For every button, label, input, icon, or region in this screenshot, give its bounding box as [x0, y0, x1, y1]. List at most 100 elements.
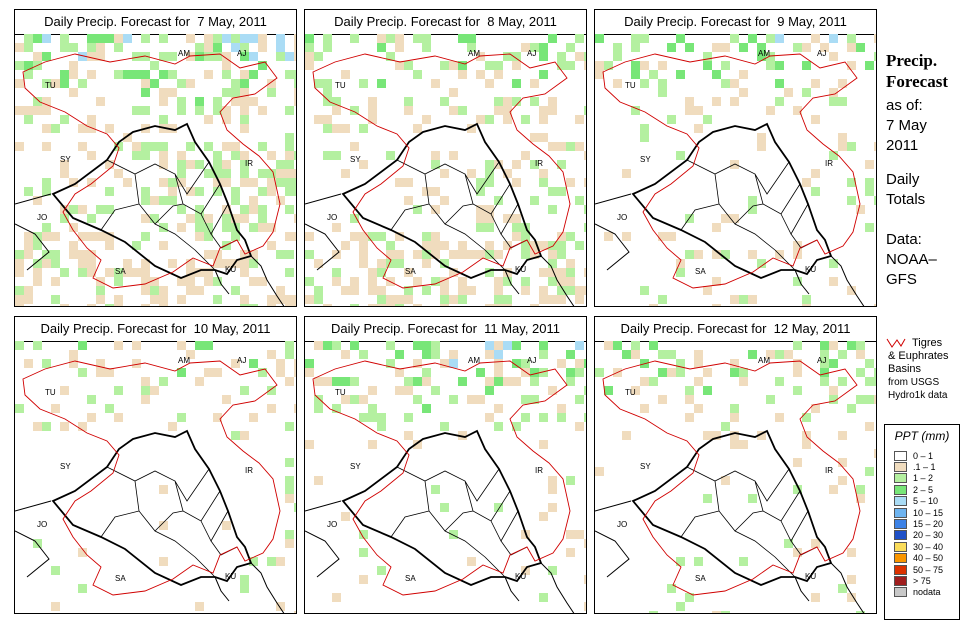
precip-cell — [757, 142, 766, 151]
precip-cell — [177, 205, 186, 214]
data-source-line: NOAA– — [886, 251, 937, 268]
precip-cell — [114, 142, 123, 151]
precip-cell — [766, 61, 775, 70]
precip-cell — [865, 178, 874, 187]
precip-cell — [404, 268, 413, 277]
precip-cell — [240, 97, 249, 106]
precip-cell — [874, 34, 876, 43]
precip-cell — [685, 250, 694, 259]
precip-cell — [123, 268, 132, 277]
precip-cell — [24, 43, 33, 52]
precip-cell — [222, 142, 231, 151]
precip-cell — [204, 250, 213, 259]
precip-cell — [865, 359, 874, 368]
precip-cell — [87, 250, 96, 259]
precip-cell — [213, 106, 222, 115]
precip-cell — [33, 422, 42, 431]
precip-cell — [584, 61, 586, 70]
precip-cell — [69, 241, 78, 250]
precip-cell — [213, 178, 222, 187]
precip-cell — [703, 286, 712, 295]
country-label: IR — [825, 466, 833, 475]
precip-cell — [485, 79, 494, 88]
precip-cell — [132, 142, 141, 151]
precip-cell — [539, 341, 548, 350]
country-label: AJ — [237, 49, 246, 58]
precip-cell — [249, 557, 258, 566]
precip-cell — [204, 52, 213, 61]
precip-cell — [186, 34, 195, 43]
precip-cell — [24, 232, 33, 241]
legend-item: 0 – 1 — [894, 450, 943, 461]
precip-cell — [24, 34, 33, 43]
precip-cell — [865, 467, 874, 476]
legend-label: 10 – 15 — [913, 507, 944, 518]
precip-cell — [530, 160, 539, 169]
precip-cell — [51, 232, 60, 241]
panel-title: Daily Precip. Forecast for 9 May, 2011 — [595, 10, 876, 35]
precip-cell — [213, 169, 222, 178]
precip-cell — [350, 304, 359, 306]
legend-item: 5 – 10 — [894, 496, 943, 507]
precip-cell — [305, 52, 314, 61]
precip-cell — [177, 97, 186, 106]
precip-cell — [359, 413, 368, 422]
precip-cell — [42, 124, 51, 133]
precip-cell — [305, 277, 314, 286]
precip-cell — [386, 359, 395, 368]
precip-cell — [267, 178, 276, 187]
precip-cell — [359, 530, 368, 539]
precip-cell — [548, 106, 557, 115]
precip-cell — [739, 88, 748, 97]
precip-cell — [141, 151, 150, 160]
precip-cell — [69, 88, 78, 97]
precip-cell — [557, 413, 566, 422]
precip-cell — [676, 34, 685, 43]
precip-cell — [566, 178, 575, 187]
basin-note-line: & Euphrates — [888, 350, 949, 362]
precip-cell — [422, 115, 431, 124]
country-label: KU — [805, 572, 816, 581]
precip-cell — [521, 359, 530, 368]
precip-cell — [350, 286, 359, 295]
precip-cell — [640, 34, 649, 43]
precip-cell — [575, 341, 584, 350]
precip-map: AM AJ TU SY IR JO SA KU — [595, 34, 876, 306]
precip-cell — [159, 485, 168, 494]
precip-cell — [712, 43, 721, 52]
precip-cell — [440, 61, 449, 70]
precip-cell — [766, 350, 775, 359]
precip-cell — [622, 232, 631, 241]
precip-cell — [213, 187, 222, 196]
precip-cell — [512, 79, 521, 88]
precip-cell — [249, 196, 258, 205]
precip-cell — [213, 97, 222, 106]
precip-cell — [667, 584, 676, 593]
precip-cell — [60, 34, 69, 43]
legend-title: PPT (mm) — [894, 429, 950, 443]
precip-cell — [431, 485, 440, 494]
precip-cell — [802, 61, 811, 70]
precip-cell — [204, 341, 213, 350]
precip-cell — [305, 440, 314, 449]
precip-cell — [404, 431, 413, 440]
precip-cell — [557, 61, 566, 70]
precip-cell — [548, 566, 557, 575]
precip-cell — [141, 277, 150, 286]
precip-cell — [721, 43, 730, 52]
precip-cell — [332, 124, 341, 133]
precip-cell — [377, 566, 386, 575]
precip-cell — [485, 61, 494, 70]
precip-cell — [141, 286, 150, 295]
precip-cell — [285, 142, 294, 151]
precip-cell — [105, 241, 114, 250]
legend-swatch — [894, 519, 907, 530]
legend-item: 40 – 50 — [894, 553, 943, 564]
precip-cell — [829, 151, 838, 160]
precip-cell — [494, 341, 503, 350]
precip-cell — [829, 485, 838, 494]
precip-cell — [539, 70, 548, 79]
precip-cell — [575, 359, 584, 368]
precip-cell — [386, 34, 395, 43]
precip-cell — [42, 79, 51, 88]
